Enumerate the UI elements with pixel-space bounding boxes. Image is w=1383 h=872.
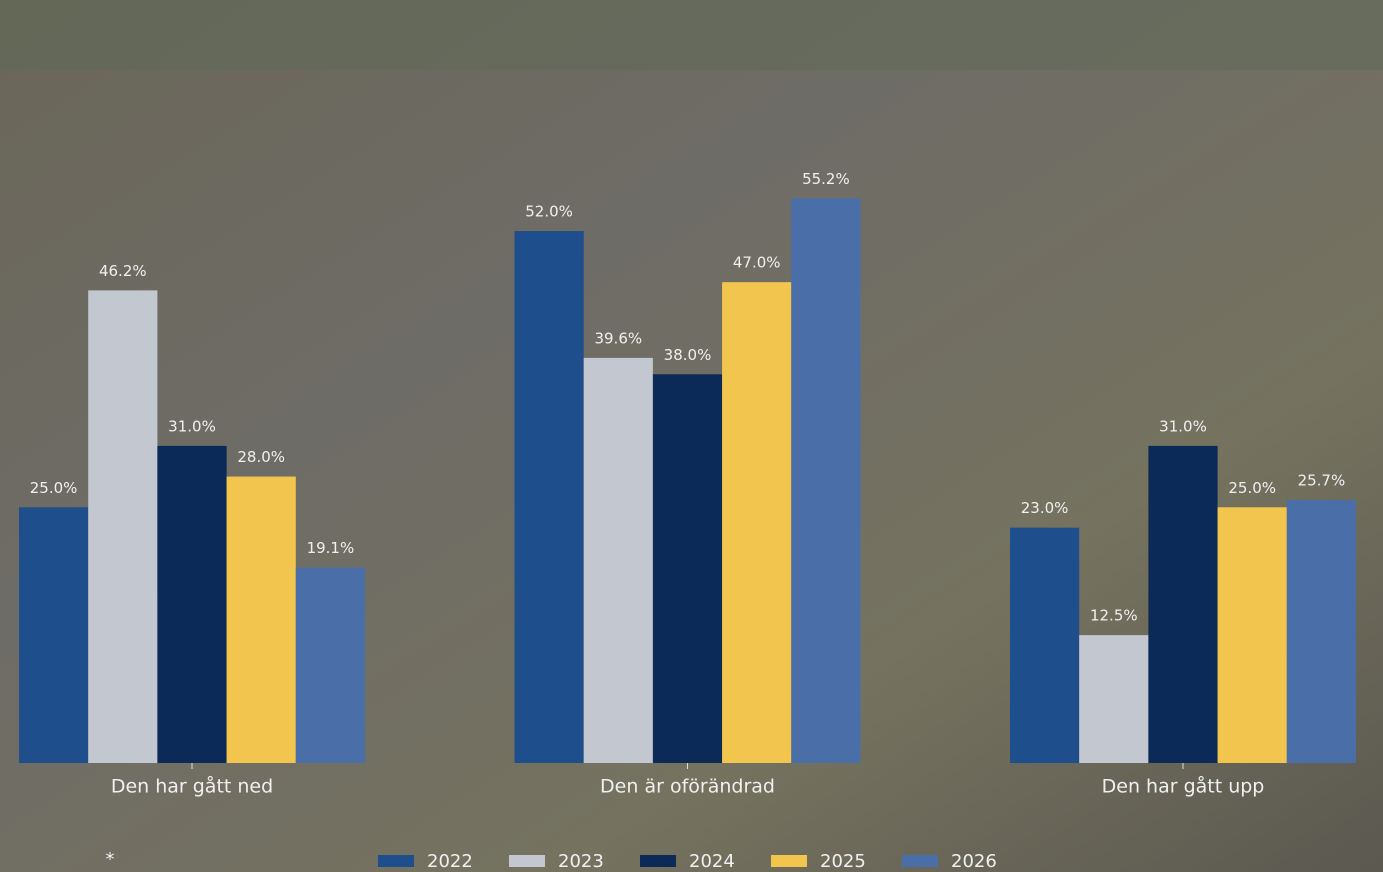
- bar: [514, 231, 584, 764]
- value-label: 23.0%: [1021, 499, 1069, 517]
- footnote: *: [106, 849, 115, 870]
- legend-swatch: [771, 855, 807, 867]
- x-tick-label: Den har gått ned: [111, 775, 273, 798]
- value-label: 55.2%: [802, 170, 850, 188]
- bar: [1010, 527, 1080, 763]
- value-label: 52.0%: [525, 203, 573, 221]
- value-label: 46.2%: [99, 262, 147, 280]
- bar: [1148, 445, 1218, 763]
- bar: [19, 507, 89, 763]
- x-tick-label: Den är oförändrad: [600, 776, 775, 798]
- value-label: 39.6%: [594, 329, 642, 347]
- legend-label: 2026: [951, 851, 997, 872]
- value-label: 31.0%: [1159, 417, 1207, 435]
- value-label: 25.7%: [1298, 472, 1346, 490]
- background-band: [0, 0, 1383, 70]
- legend-swatch: [902, 855, 938, 867]
- bar: [791, 198, 861, 763]
- legend-swatch: [640, 855, 676, 867]
- value-label: 25.0%: [30, 479, 78, 497]
- legend-label: 2023: [558, 851, 604, 872]
- value-label: 47.0%: [733, 254, 781, 272]
- bar: [583, 357, 653, 763]
- value-label: 19.1%: [307, 539, 355, 557]
- bar: [1079, 635, 1149, 763]
- value-label: 12.5%: [1090, 607, 1138, 625]
- bar: [88, 290, 158, 763]
- x-tick-label: Den har gått upp: [1102, 775, 1265, 798]
- bar: [157, 445, 227, 763]
- bar: [652, 374, 723, 763]
- bar: [1286, 500, 1356, 763]
- bar: [226, 476, 296, 763]
- value-label: 25.0%: [1228, 479, 1276, 497]
- bar: [1217, 507, 1287, 763]
- legend-label: 2022: [427, 851, 473, 872]
- value-label: 31.0%: [168, 417, 216, 435]
- legend-label: 2025: [820, 851, 866, 872]
- legend-label: 2024: [689, 851, 735, 872]
- bar: [722, 282, 792, 763]
- value-label: 38.0%: [664, 346, 712, 364]
- legend-swatch: [509, 855, 545, 867]
- value-label: 28.0%: [237, 448, 285, 466]
- legend-swatch: [378, 855, 414, 867]
- bar: [295, 567, 365, 763]
